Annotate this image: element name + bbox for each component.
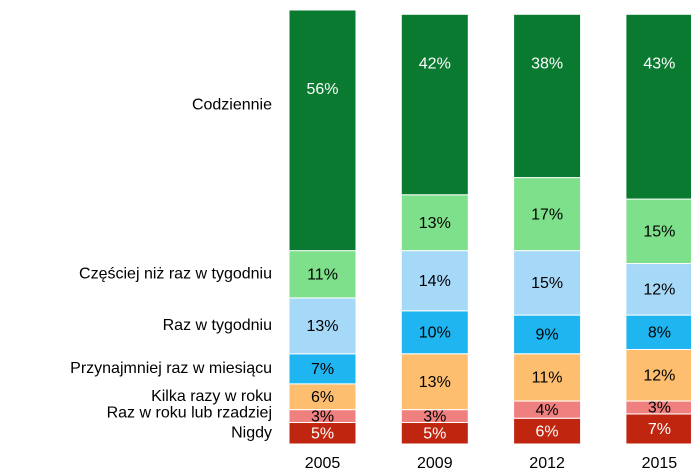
bar-segment [288,9,357,252]
bar-segment [625,263,691,316]
x-tick-label: 2009 [417,455,453,472]
data-label: 43% [643,56,675,73]
x-tick-label: 2005 [305,455,341,472]
data-label: 5% [423,425,446,442]
data-label: 7% [311,361,334,378]
legend-label: Przynajmniej raz w miesiącu [70,360,272,377]
data-label: 5% [311,425,334,442]
bar-segment [400,13,469,196]
bar-segment [400,353,469,411]
data-label: 8% [648,324,671,341]
bar-segment [400,194,469,252]
data-label: 15% [643,224,675,241]
data-label: 4% [536,402,559,419]
x-tick-label: 2015 [642,455,678,472]
legend-label: Codziennie [192,97,272,114]
x-tick-label: 2012 [529,455,565,472]
data-label: 42% [419,56,451,73]
data-label: 15% [531,275,563,292]
bar-segment [288,297,357,355]
legend-label: Kilka razy w roku [151,388,272,405]
bar-segment [625,314,691,350]
data-label: 11% [307,266,338,283]
legend-label: Raz w tygodniu [163,317,272,334]
data-label: 13% [306,318,338,335]
data-label: 12% [643,367,675,384]
data-label: 3% [311,408,334,425]
bar-segment [625,413,691,445]
data-label: 3% [648,400,671,417]
bar-segment [625,13,691,200]
bar-segment [513,13,582,179]
bar-segment [513,353,582,402]
data-label: 13% [419,215,451,232]
bar-segment [288,383,357,411]
data-label: 38% [531,56,563,73]
legend-label: Nigdy [231,424,272,441]
bar-segment [400,250,469,312]
bar-segment [625,348,691,402]
data-label: 10% [419,324,451,341]
data-label: 7% [648,421,671,438]
data-label: 17% [531,206,563,223]
data-label: 13% [419,374,451,391]
data-label: 6% [311,389,334,406]
data-label: 56% [306,81,338,98]
bar-segment [513,314,582,355]
data-label: 9% [536,327,559,344]
data-label: 6% [536,423,559,440]
legend-label: Częściej niż raz w tygodniu [79,265,272,282]
data-label: 14% [419,273,451,290]
data-label: 3% [423,408,446,425]
data-label: 11% [532,370,563,387]
bar-segment [400,310,469,355]
bar-segment [513,177,582,252]
bar-segment [288,353,357,385]
bar-segment [513,250,582,316]
legend-label: Raz w roku lub rzadziej [107,404,272,421]
data-label: 12% [643,282,675,299]
